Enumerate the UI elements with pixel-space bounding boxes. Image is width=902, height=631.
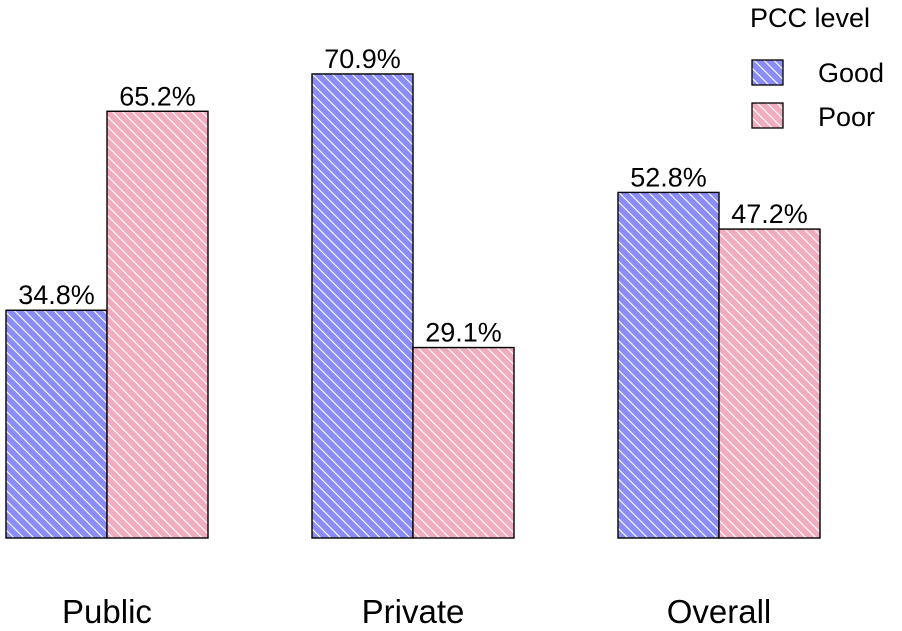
category-label-overall: Overall: [667, 593, 772, 630]
bars-layer: [5, 73, 821, 539]
bar-public-poor: [106, 110, 209, 539]
data-label-private-good: 70.9%: [324, 44, 401, 74]
legend-title: PCC level: [750, 3, 870, 33]
bar-overall-good: [617, 191, 720, 539]
legend: PCC level Good Poor: [750, 3, 884, 132]
data-label-public-poor: 65.2%: [119, 81, 196, 111]
legend-swatch-poor: [751, 102, 784, 129]
category-label-public: Public: [62, 593, 152, 630]
data-label-public-good: 34.8%: [18, 280, 95, 310]
data-label-overall-good: 52.8%: [630, 162, 707, 192]
legend-label-poor: Poor: [818, 102, 875, 132]
bar-private-good: [311, 73, 414, 539]
bar-private-poor: [412, 346, 515, 539]
data-label-private-poor: 29.1%: [425, 318, 502, 348]
bar-overall-poor: [718, 228, 821, 539]
bar-public-good: [5, 309, 108, 539]
category-label-private: Private: [362, 593, 465, 630]
legend-swatch-good: [751, 59, 784, 86]
data-label-overall-poor: 47.2%: [731, 199, 808, 229]
category-labels-layer: Public Private Overall: [62, 593, 771, 630]
legend-label-good: Good: [818, 58, 884, 88]
data-labels-layer: 34.8% 65.2% 70.9% 29.1% 52.8% 47.2%: [18, 44, 808, 348]
